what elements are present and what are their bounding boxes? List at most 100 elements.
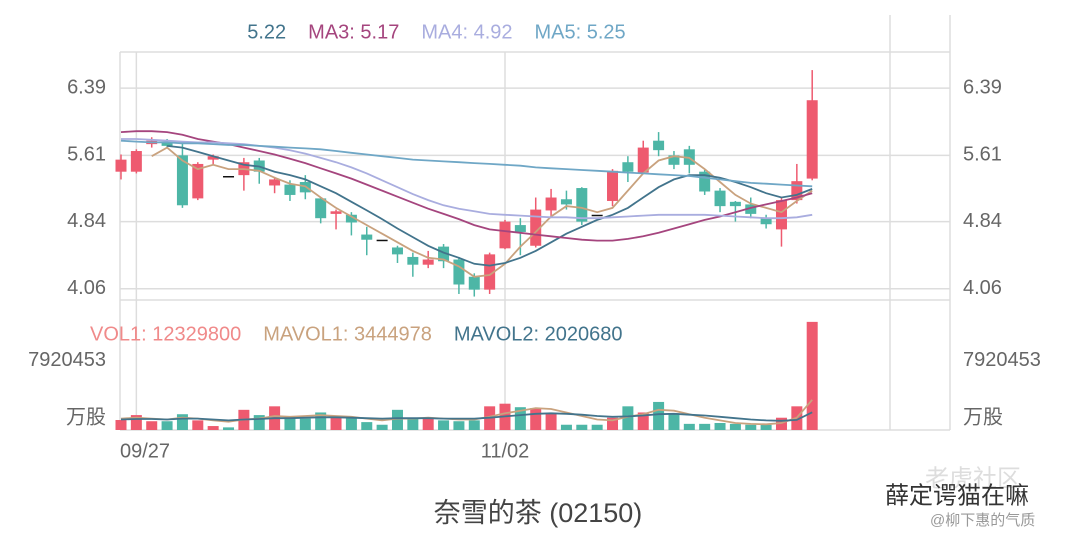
candle-body: [699, 171, 711, 192]
volume-bar: [653, 401, 665, 430]
candle-body: [453, 259, 465, 285]
candle-body: [361, 234, 373, 240]
volume-bar: [361, 422, 373, 430]
volume-bar: [453, 421, 465, 430]
volume-bar: [637, 412, 649, 430]
x-tick-label: 09/27: [120, 440, 170, 462]
y-tick-label: 4.84: [67, 210, 106, 232]
volume-bar: [514, 407, 526, 430]
candle-body: [714, 190, 726, 207]
volume-bar: [607, 417, 619, 430]
volume-bar: [422, 417, 434, 430]
x-tick-label: 11/02: [481, 440, 530, 462]
volume-bar: [223, 427, 235, 430]
candle-body: [130, 151, 142, 172]
candle-body: [653, 140, 665, 151]
mavol-line: [120, 411, 813, 422]
candle-body: [668, 155, 680, 165]
volume-bar: [407, 417, 419, 430]
chart-title: 奈雪的茶 (02150): [434, 498, 643, 528]
candle-body: [422, 259, 434, 265]
volume-bar: [391, 409, 403, 430]
volume-bar: [299, 418, 311, 430]
candle-body: [791, 181, 803, 201]
watermark: @柳下惠的气质: [930, 512, 1035, 529]
ma-line: [151, 146, 813, 278]
watermark: 老虎社区: [925, 465, 1021, 492]
volume-bar: [545, 413, 557, 430]
y-tick-label: 万股: [963, 406, 1003, 428]
candle-body: [330, 211, 342, 214]
y-tick-label: 4.06: [67, 277, 106, 299]
candle-body: [591, 214, 603, 217]
candle-body: [376, 239, 388, 242]
watermark: 薛定谔猫在嘛: [885, 482, 1029, 509]
candle-body: [468, 276, 480, 290]
volume-bar: [376, 424, 388, 430]
volume-bar: [622, 406, 634, 430]
y-tick-label: 7920453: [28, 349, 106, 371]
legend: MA2: 5.22 MA3: 5.17 MA4: 4.92 MA5: 5.25: [195, 21, 626, 43]
volume-bar: [714, 422, 726, 430]
candle-body: [545, 197, 557, 211]
legend-entry: VOL1: 12329800: [90, 323, 241, 345]
candle-body: [530, 209, 542, 246]
volume-bar: [668, 413, 680, 430]
ma-line: [167, 145, 813, 267]
candle-body: [284, 184, 296, 195]
volume-bar: [315, 412, 327, 430]
volume-bar: [729, 423, 741, 430]
y-tick-label: 6.39: [963, 76, 1002, 98]
volume-bar: [683, 423, 695, 430]
candle-body: [391, 247, 403, 255]
candle-body: [207, 156, 219, 160]
candle-body: [176, 155, 188, 206]
candle-body: [607, 170, 619, 201]
volume-bar: [207, 426, 219, 430]
volume-bar: [130, 415, 142, 430]
volume-bar: [253, 415, 265, 430]
candle-body: [223, 176, 235, 178]
volume-bar: [591, 424, 603, 430]
volume-bar: [699, 423, 711, 430]
candle-body: [315, 198, 327, 219]
legend-entry: MA2: 5.22: [195, 21, 286, 43]
candle-body: [729, 201, 741, 207]
candle-body: [806, 100, 818, 179]
y-tick-label: 6.39: [67, 76, 106, 98]
candle-body: [345, 214, 357, 223]
y-tick-label: 7920453: [963, 349, 1041, 371]
ma-line: [121, 138, 813, 220]
y-tick-label: 5.61: [67, 144, 106, 166]
legend-entry: MAVOL2: 2020680: [454, 323, 623, 345]
volume-bar: [438, 420, 450, 430]
y-tick-label: 万股: [66, 406, 106, 428]
volume-bar: [530, 408, 542, 430]
ma-line: [120, 139, 813, 188]
volume-bar: [760, 424, 772, 430]
candle-body: [622, 162, 634, 172]
volume-bar: [192, 420, 204, 430]
candle-body: [514, 225, 526, 232]
volume-bar: [345, 417, 357, 430]
candle-body: [438, 246, 450, 262]
volume-bar: [806, 321, 818, 430]
candle-body: [161, 142, 173, 146]
candle-body: [192, 163, 204, 199]
legend-entry: MA5: 5.25: [535, 21, 626, 43]
volume-bar: [161, 421, 173, 430]
volume-bar: [745, 424, 757, 430]
candle-body: [407, 256, 419, 265]
legend-entry: MA3: 5.17: [308, 21, 399, 43]
candle-body: [269, 179, 281, 186]
volume-bar: [284, 417, 296, 430]
candle-body: [637, 147, 649, 173]
y-tick-label: 4.84: [963, 210, 1002, 232]
volume-bar: [560, 424, 572, 430]
volume-bar: [330, 417, 342, 430]
candle-body: [560, 199, 572, 205]
candle-body: [499, 221, 511, 249]
candle-body: [115, 159, 127, 172]
volume-bar: [576, 424, 588, 430]
